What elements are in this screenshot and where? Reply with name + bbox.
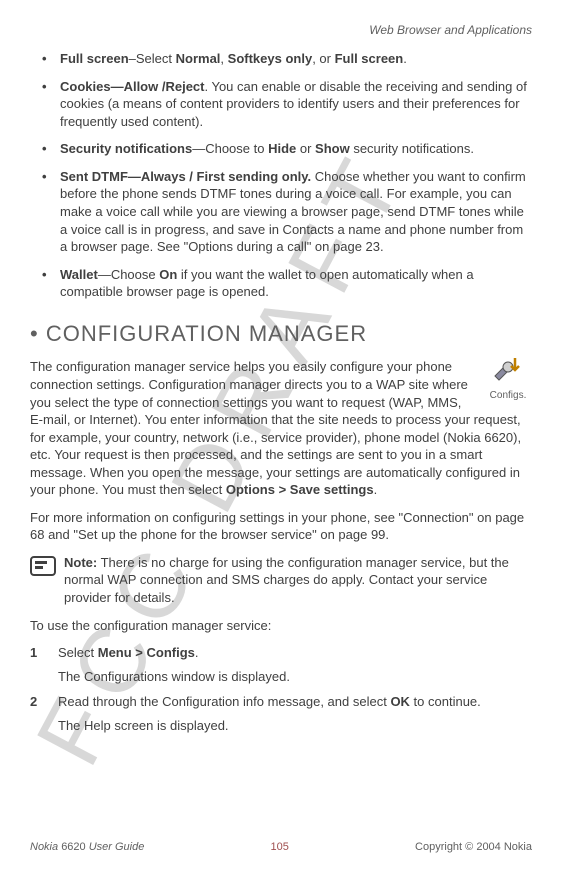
paragraph-text: . <box>374 482 378 497</box>
step-number: 2 <box>30 693 58 711</box>
config-paragraph-1: The configuration manager service helps … <box>30 358 532 498</box>
section-title-text: CONFIGURATION MANAGER <box>46 321 367 346</box>
footer-page-number: 105 <box>271 840 289 855</box>
step-text: . <box>195 645 199 660</box>
bullet-text: , or <box>312 51 334 66</box>
configs-icon-label: Configs. <box>484 389 532 403</box>
step-followup: The Configurations window is displayed. <box>58 668 532 686</box>
option: Normal <box>176 51 221 66</box>
bullet-lead: Wallet <box>60 267 98 282</box>
step-text: Read through the Configuration info mess… <box>58 694 390 709</box>
page-footer: Nokia 6620 User Guide 105 Copyright © 20… <box>30 840 532 855</box>
section-bullet: • <box>30 321 46 346</box>
footer-model: 6620 <box>61 841 89 853</box>
step-text: to continue. <box>410 694 481 709</box>
note-label: Note: <box>64 555 97 570</box>
option: Show <box>315 141 350 156</box>
option: On <box>159 267 177 282</box>
list-item: Cookies—Allow /Reject. You can enable or… <box>60 78 532 131</box>
step-body: Select Menu > Configs. <box>58 644 532 662</box>
settings-bullet-list: Full screen–Select Normal, Softkeys only… <box>30 50 532 301</box>
configs-icon: Configs. <box>484 354 532 402</box>
step-text: Select <box>58 645 98 660</box>
inline-bold: Options > Save settings <box>226 482 374 497</box>
list-item: Sent DTMF—Always / First sending only. C… <box>60 168 532 256</box>
bullet-text: or <box>296 141 315 156</box>
bullet-lead: Security notifications <box>60 141 192 156</box>
step-bold: Menu > Configs <box>98 645 195 660</box>
step-body: Read through the Configuration info mess… <box>58 693 532 711</box>
bullet-lead: Cookies—Allow /Reject <box>60 79 204 94</box>
note-block: Note: There is no charge for using the c… <box>30 554 532 607</box>
footer-brand: Nokia <box>30 841 61 853</box>
note-text: Note: There is no charge for using the c… <box>64 554 532 607</box>
paragraph-text: The configuration manager service helps … <box>30 359 521 497</box>
option: Hide <box>268 141 296 156</box>
section-title: • CONFIGURATION MANAGER <box>30 319 532 349</box>
bullet-text: . <box>403 51 407 66</box>
bullet-text: security notifications. <box>350 141 474 156</box>
step-followup: The Help screen is displayed. <box>58 717 532 735</box>
note-body: There is no charge for using the configu… <box>64 555 509 605</box>
bullet-lead: Full screen <box>60 51 129 66</box>
wrench-arrow-icon <box>491 354 525 384</box>
bullet-text: , <box>220 51 227 66</box>
list-item: Wallet—Choose On if you want the wallet … <box>60 266 532 301</box>
footer-copyright: Copyright © 2004 Nokia <box>415 840 532 855</box>
option: Full screen <box>335 51 404 66</box>
bullet-text: —Choose <box>98 267 159 282</box>
step-row: 2 Read through the Configuration info me… <box>30 693 532 711</box>
step-number: 1 <box>30 644 58 662</box>
step-bold: OK <box>390 694 410 709</box>
note-icon <box>30 554 64 581</box>
footer-left: Nokia 6620 User Guide <box>30 840 144 855</box>
bullet-lead: Sent DTMF—Always / First sending only. <box>60 169 311 184</box>
config-paragraph-2: For more information on configuring sett… <box>30 509 532 544</box>
list-item: Security notifications—Choose to Hide or… <box>60 140 532 158</box>
footer-guide: User Guide <box>89 841 145 853</box>
step-row: 1 Select Menu > Configs. <box>30 644 532 662</box>
bullet-text: –Select <box>129 51 176 66</box>
use-intro: To use the configuration manager service… <box>30 617 532 635</box>
list-item: Full screen–Select Normal, Softkeys only… <box>60 50 532 68</box>
bullet-text: —Choose to <box>192 141 268 156</box>
option: Softkeys only <box>228 51 313 66</box>
header-section-label: Web Browser and Applications <box>30 22 532 38</box>
